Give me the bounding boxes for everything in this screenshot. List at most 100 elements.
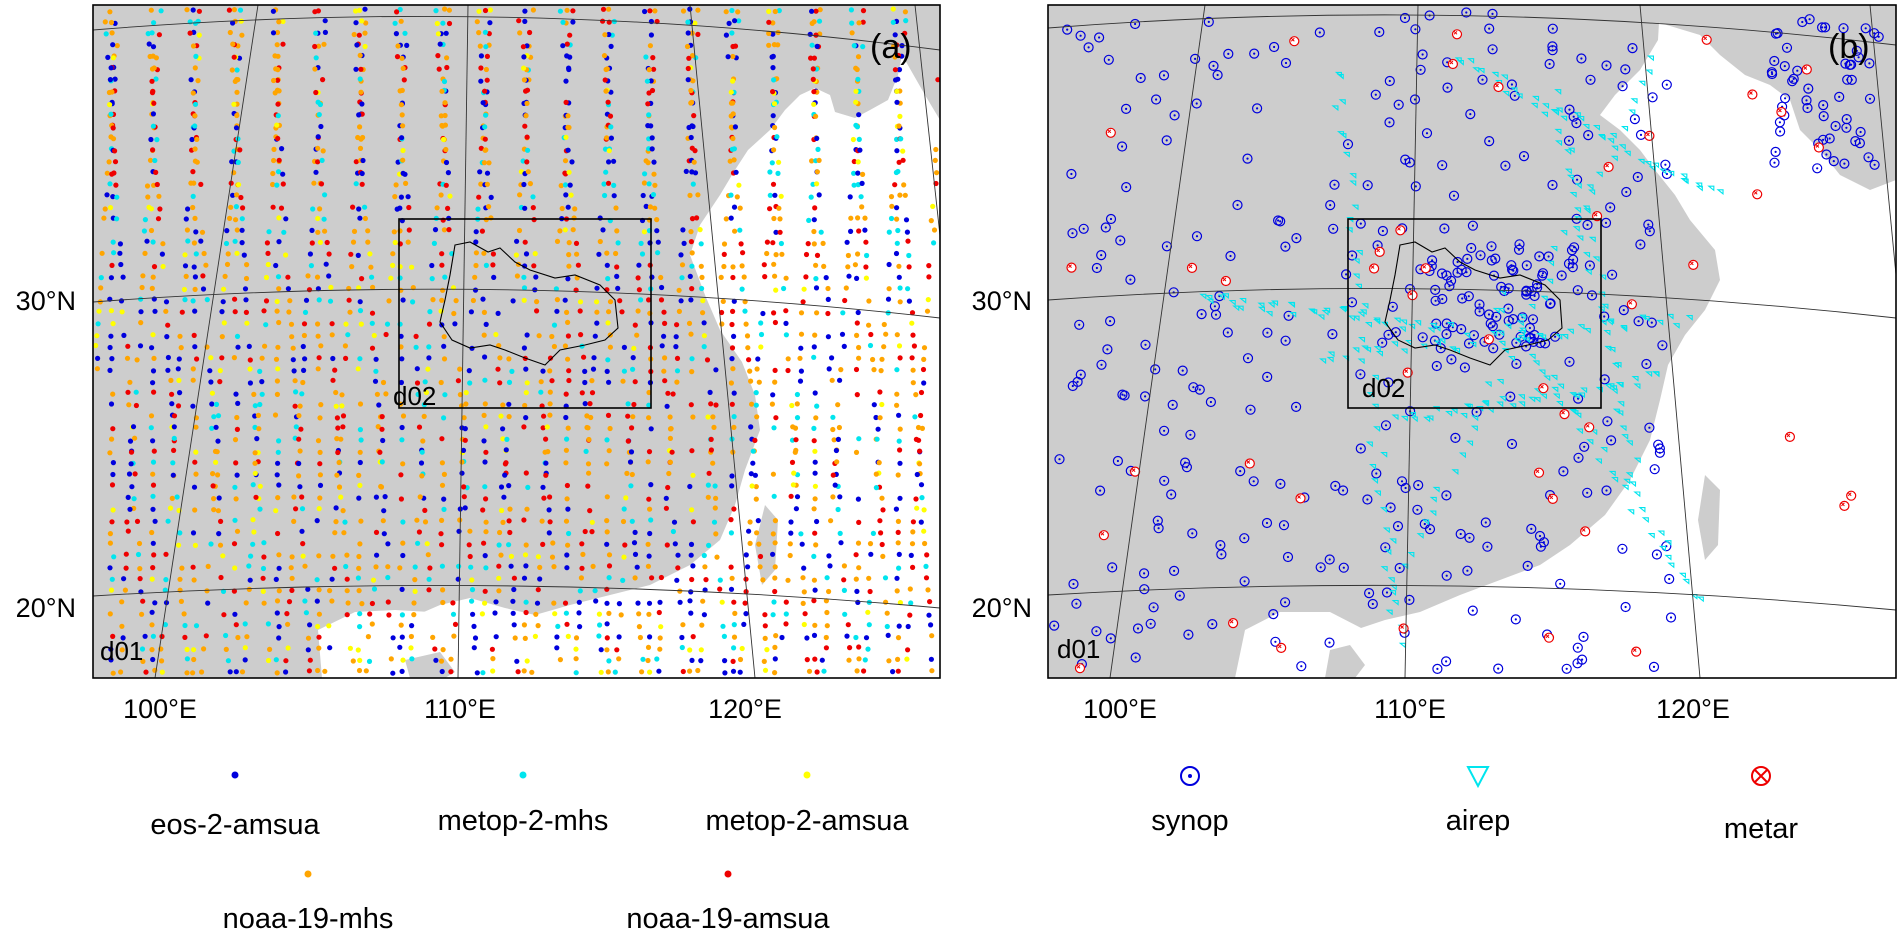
noaa-19-mhs-obs	[635, 308, 641, 314]
noaa-19-mhs-obs	[604, 647, 610, 653]
noaa-19-mhs-obs	[645, 541, 651, 547]
metop-2-mhs-obs	[399, 437, 405, 443]
synop-obs	[1159, 475, 1170, 486]
airep-obs	[1205, 294, 1213, 301]
noaa-19-mhs-obs	[332, 530, 338, 536]
eos-2-amsua-obs	[554, 634, 560, 640]
noaa-19-amsua-obs	[614, 647, 620, 653]
airep-obs	[1608, 470, 1616, 477]
airep-obs	[1556, 383, 1565, 390]
metop-2-mhs-obs	[890, 19, 896, 25]
noaa-19-mhs-obs	[156, 193, 162, 199]
eos-2-amsua-obs	[192, 308, 198, 314]
noaa-19-amsua-obs	[315, 159, 321, 165]
eos-2-amsua-obs	[374, 552, 380, 558]
metop-2-amsua-obs	[356, 285, 362, 291]
metop-2-amsua-obs	[108, 308, 114, 314]
noaa-19-amsua-obs	[564, 482, 571, 489]
noaa-19-mhs-obs	[107, 9, 113, 15]
noaa-19-amsua-obs	[646, 496, 652, 502]
noaa-19-amsua-obs	[422, 507, 428, 513]
metar-obs	[1701, 34, 1712, 45]
metop-2-amsua-obs	[925, 297, 931, 303]
noaa-19-amsua-obs	[742, 600, 748, 606]
metar-obs	[1066, 262, 1077, 273]
eos-2-amsua-obs	[813, 285, 820, 291]
noaa-19-mhs-obs	[929, 668, 935, 674]
metop-2-mhs-obs	[273, 657, 279, 663]
synop-obs	[1860, 23, 1871, 34]
airep-obs	[1239, 297, 1247, 304]
noaa-19-amsua-obs	[935, 77, 940, 83]
noaa-19-amsua-obs	[511, 575, 517, 581]
legend-label-noaa-19-amsua: noaa-19-amsua	[626, 903, 830, 935]
noaa-19-mhs-obs	[149, 622, 155, 628]
eos-2-amsua-obs	[649, 135, 655, 141]
metop-2-amsua-obs	[358, 321, 364, 327]
noaa-19-amsua-obs	[275, 77, 281, 83]
eos-2-amsua-obs	[191, 484, 198, 490]
noaa-19-mhs-obs	[566, 124, 572, 131]
noaa-19-amsua-obs	[675, 565, 681, 571]
metop-2-mhs-obs	[821, 668, 827, 674]
metar-obs	[1547, 493, 1558, 504]
eos-2-amsua-obs	[327, 645, 333, 651]
noaa-19-mhs-obs	[300, 379, 306, 386]
noaa-19-mhs-obs	[647, 43, 654, 49]
airep-obs	[1366, 392, 1374, 398]
metop-2-amsua-obs	[244, 320, 250, 326]
eos-2-amsua-obs	[200, 286, 207, 292]
airep-obs	[1623, 478, 1631, 485]
noaa-19-mhs-obs	[813, 542, 819, 548]
noaa-19-mhs-obs	[860, 171, 866, 177]
noaa-19-mhs-obs	[888, 194, 895, 200]
noaa-19-mhs-obs	[883, 331, 889, 337]
noaa-19-mhs-obs	[102, 19, 108, 25]
metop-2-mhs-obs	[894, 367, 900, 373]
airep-obs	[1456, 59, 1464, 66]
eos-2-amsua-obs	[646, 553, 652, 559]
noaa-19-mhs-obs	[856, 565, 862, 571]
eos-2-amsua-obs	[129, 484, 135, 490]
metop-2-amsua-obs	[736, 182, 742, 188]
metop-2-mhs-obs	[145, 30, 151, 37]
noaa-19-amsua-obs	[163, 551, 169, 557]
eos-2-amsua-obs	[474, 670, 480, 676]
airep-obs	[1611, 476, 1619, 483]
metop-2-amsua-obs	[692, 20, 698, 26]
eos-2-amsua-obs	[276, 624, 282, 630]
noaa-19-amsua-obs	[481, 540, 487, 546]
airep-obs	[1658, 545, 1667, 552]
metop-2-mhs-obs	[566, 530, 572, 537]
noaa-19-mhs-obs	[856, 656, 862, 662]
eos-2-amsua-obs	[322, 29, 328, 35]
noaa-19-mhs-obs	[866, 575, 872, 581]
legend-label-metop-2-mhs: metop-2-mhs	[438, 805, 609, 837]
metop-2-mhs-obs	[583, 448, 589, 454]
noaa-19-mhs-obs	[438, 113, 444, 119]
eos-2-amsua-obs	[732, 18, 738, 24]
metop-2-mhs-obs	[170, 460, 176, 466]
noaa-19-mhs-obs	[772, 540, 778, 546]
noaa-19-mhs-obs	[741, 274, 747, 280]
noaa-19-mhs-obs	[616, 656, 622, 662]
noaa-19-amsua-obs	[911, 343, 918, 349]
noaa-19-mhs-obs	[391, 229, 397, 235]
metop-2-mhs-obs	[261, 540, 267, 546]
airep-obs	[1352, 273, 1360, 280]
airep-obs	[1357, 311, 1365, 318]
synop-obs	[1380, 542, 1391, 553]
noaa-19-mhs-obs	[219, 334, 225, 340]
noaa-19-mhs-obs	[876, 460, 882, 466]
noaa-19-mhs-obs	[689, 369, 695, 375]
noaa-19-mhs-obs	[679, 262, 686, 268]
noaa-19-mhs-obs	[106, 89, 112, 96]
noaa-19-mhs-obs	[652, 182, 658, 188]
metop-2-mhs-obs	[412, 564, 418, 570]
metop-2-amsua-obs	[894, 88, 900, 94]
airep-obs	[1530, 102, 1538, 109]
airep-obs	[1426, 415, 1434, 422]
noaa-19-mhs-obs	[446, 7, 452, 13]
noaa-19-mhs-obs	[658, 274, 664, 281]
